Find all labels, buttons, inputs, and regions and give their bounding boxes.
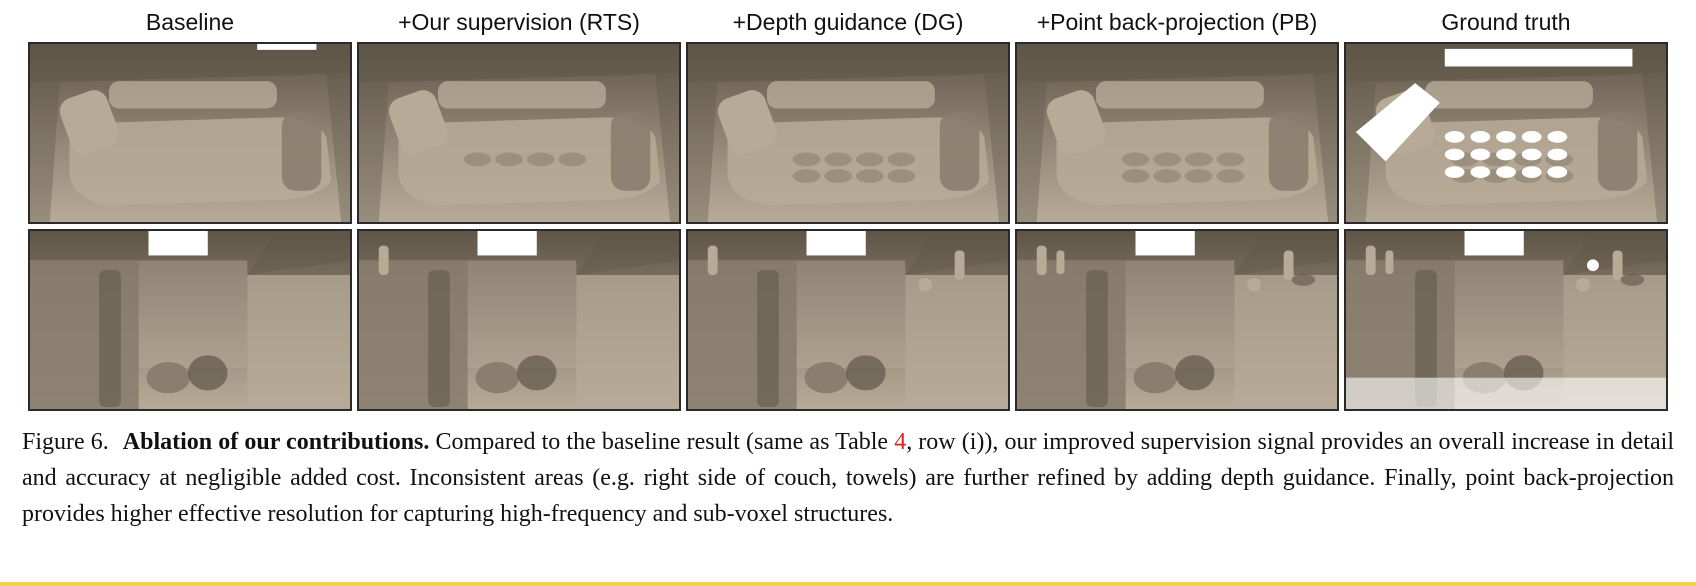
bathroom-mesh-image [359,231,679,409]
bathroom-render-ground-truth [1344,229,1668,411]
page-bottom-rule [0,582,1696,586]
couch-render-rts [357,42,681,224]
column-title-baseline: Baseline [145,9,235,35]
couch-mesh-image [359,44,679,222]
couch-mesh-image [688,44,1008,222]
column-title-ground-truth: Ground truth [1441,9,1571,35]
column-title-pb: +Point back-projection (PB) [1036,9,1318,35]
bathroom-mesh-image [1346,231,1666,409]
couch-mesh-image [1346,44,1666,222]
bathroom-render-rts [357,229,681,411]
bathroom-render-baseline [28,229,352,411]
bathroom-mesh-image [688,231,1008,409]
couch-render-ground-truth [1344,42,1668,224]
bathroom-render-pb [1015,229,1339,411]
couch-render-dg [686,42,1010,224]
couch-render-baseline [28,42,352,224]
figure-caption: Figure 6. Ablation of our contributions. … [22,424,1674,532]
couch-render-pb [1015,42,1339,224]
table-reference-link[interactable]: 4 [894,429,907,455]
caption-text: Compared to the baseline result (same as… [435,429,895,455]
caption-text-continued: , row (i)), our improved supervision sig… [22,429,1675,527]
couch-mesh-image [30,44,350,222]
figure-label: Figure 6. [22,429,109,455]
column-title-rts: +Our supervision (RTS) [398,9,640,35]
column-title-dg: +Depth guidance (DG) [732,9,964,35]
bathroom-mesh-image [30,231,350,409]
bathroom-render-dg [686,229,1010,411]
caption-title: Ablation of our contributions. [122,429,430,455]
bathroom-mesh-image [1017,231,1337,409]
couch-mesh-image [1017,44,1337,222]
